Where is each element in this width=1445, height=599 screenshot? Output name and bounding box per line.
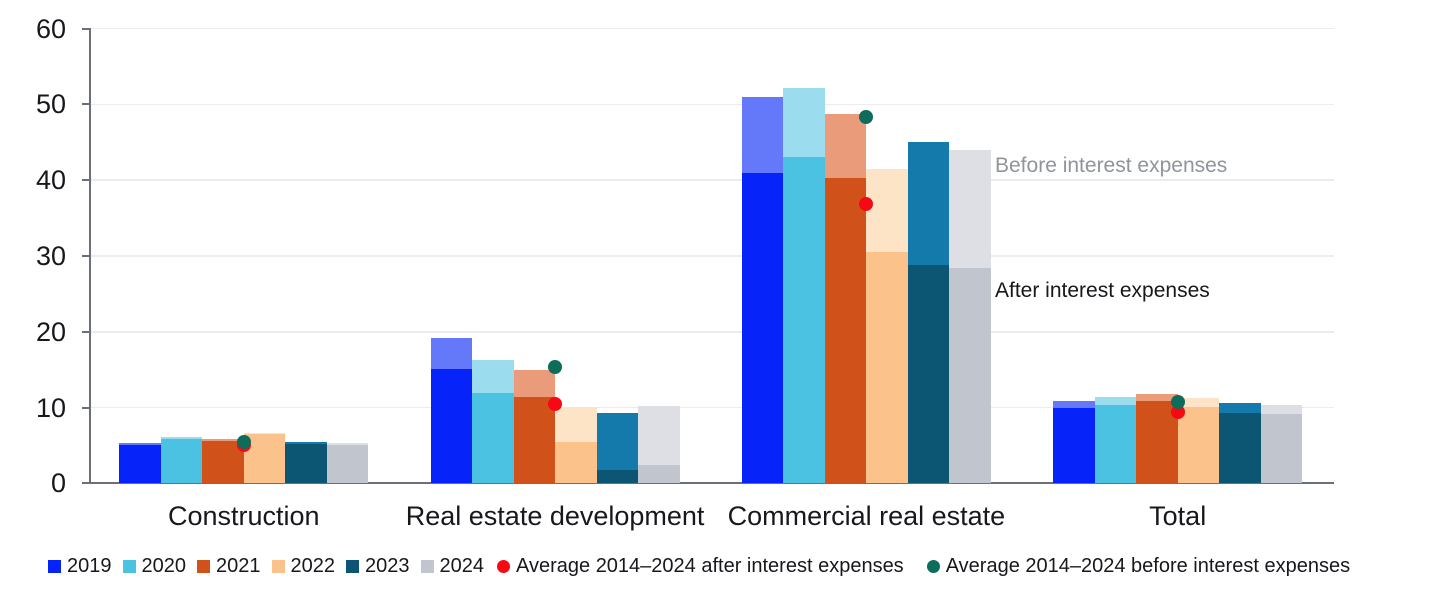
bar-after-2022-real-estate-development	[555, 442, 597, 484]
bar-after-2024-total	[1260, 414, 1303, 484]
bar-after-2023-total	[1219, 412, 1261, 484]
legend-swatch-2023	[346, 560, 359, 573]
bar-after-2023-construction	[285, 443, 327, 484]
legend-swatch-2019	[48, 560, 61, 573]
legend-label-2024: 2024	[439, 555, 485, 577]
legend-label-2022: 2022	[290, 555, 336, 577]
x-label-real-estate-development: Real estate development	[405, 501, 705, 531]
avg-dot-after-total	[1170, 405, 1185, 420]
legend-swatch-avg-before	[926, 560, 940, 573]
y-tick-label-50: 50	[35, 89, 66, 120]
bar-after-2020-real-estate-development	[472, 393, 514, 484]
avg-dot-before-real-estate-development	[548, 359, 563, 374]
legend-label-2021: 2021	[216, 555, 261, 577]
bar-after-2019-construction	[119, 444, 161, 484]
legend-item-2021: 2021	[197, 555, 261, 578]
gridline-40	[90, 179, 1334, 181]
legend-item-2022: 2022	[271, 555, 336, 578]
legend-label-avg-after: Average 2014–2024 after interest expense…	[516, 555, 904, 577]
gridline-20	[90, 331, 1334, 333]
legend-swatch-2020	[122, 560, 136, 573]
bar-after-2020-total	[1094, 404, 1137, 484]
bar-after-2023-commercial-real-estate	[907, 265, 950, 484]
annotation-after-interest-expenses: After interest expenses	[995, 278, 1210, 302]
y-tick-10	[82, 406, 90, 409]
legend-item-2023: 2023	[346, 555, 410, 578]
legend-label-2023: 2023	[365, 555, 410, 577]
bar-after-2024-construction	[326, 444, 369, 484]
y-tick-label-10: 10	[35, 392, 66, 423]
bar-after-2019-real-estate-development	[430, 368, 473, 484]
y-tick-20	[82, 330, 90, 333]
y-tick-label-0: 0	[50, 468, 66, 499]
bar-after-2024-commercial-real-estate	[949, 268, 991, 484]
y-tick-label-20: 20	[35, 316, 66, 347]
bar-after-2019-commercial-real-estate	[741, 172, 784, 484]
bar-after-2020-commercial-real-estate	[783, 156, 825, 484]
bar-after-2021-commercial-real-estate	[824, 177, 867, 484]
avg-dot-before-total	[1170, 395, 1185, 410]
legend-item-avg-before: Average 2014–2024 before interest expens…	[926, 555, 1351, 578]
legend-swatch-2024	[420, 560, 434, 573]
x-label-construction: Construction	[168, 501, 320, 531]
bar-after-2020-construction	[160, 438, 203, 484]
bar-after-2022-commercial-real-estate	[866, 252, 908, 484]
legend-label-2019: 2019	[67, 555, 112, 577]
avg-dot-before-construction	[236, 434, 251, 449]
gridline-10	[90, 406, 1334, 409]
x-label-total: Total	[1149, 501, 1207, 531]
legend-item-2024: 2024	[420, 555, 485, 578]
bar-after-2023-real-estate-development	[596, 469, 639, 484]
y-tick-30	[82, 255, 90, 257]
legend-label-avg-before: Average 2014–2024 before interest expens…	[945, 555, 1351, 577]
legend: 2019 2020 2021 2022 2023 2024 Average 2014–202…	[48, 555, 1350, 578]
legend-swatch-2021	[197, 560, 210, 573]
y-tick-60	[82, 27, 90, 30]
bar-after-2019-total	[1053, 407, 1095, 484]
x-axis-line	[86, 482, 1334, 485]
y-tick-40	[82, 179, 90, 182]
y-tick-label-40: 40	[35, 165, 66, 196]
legend-swatch-2022	[271, 560, 285, 573]
bar-after-2024-real-estate-development	[638, 465, 680, 484]
y-tick-label-30: 30	[35, 241, 66, 271]
gridline-50	[90, 103, 1334, 106]
legend-label-2020: 2020	[141, 555, 187, 577]
y-tick-50	[82, 103, 90, 106]
legend-item-avg-after: Average 2014–2024 after interest expense…	[497, 555, 904, 578]
avg-dot-after-commercial-real-estate	[859, 197, 874, 212]
bar-after-2021-real-estate-development	[513, 396, 556, 484]
legend-item-2020: 2020	[122, 555, 187, 578]
legend-swatch-avg-after	[497, 560, 510, 573]
y-axis-line	[89, 27, 91, 485]
avg-dot-before-commercial-real-estate	[859, 110, 874, 125]
avg-dot-after-real-estate-development	[548, 396, 563, 411]
gridline-60	[90, 27, 1334, 30]
y-tick-label-60: 60	[35, 13, 66, 44]
bar-after-2022-total	[1177, 406, 1220, 484]
x-label-commercial-real-estate: Commercial real estate	[727, 501, 1006, 531]
annotation-before-interest-expenses: Before interest expenses	[995, 153, 1228, 177]
legend-item-2019: 2019	[48, 555, 112, 578]
gridline-30	[90, 255, 1334, 257]
